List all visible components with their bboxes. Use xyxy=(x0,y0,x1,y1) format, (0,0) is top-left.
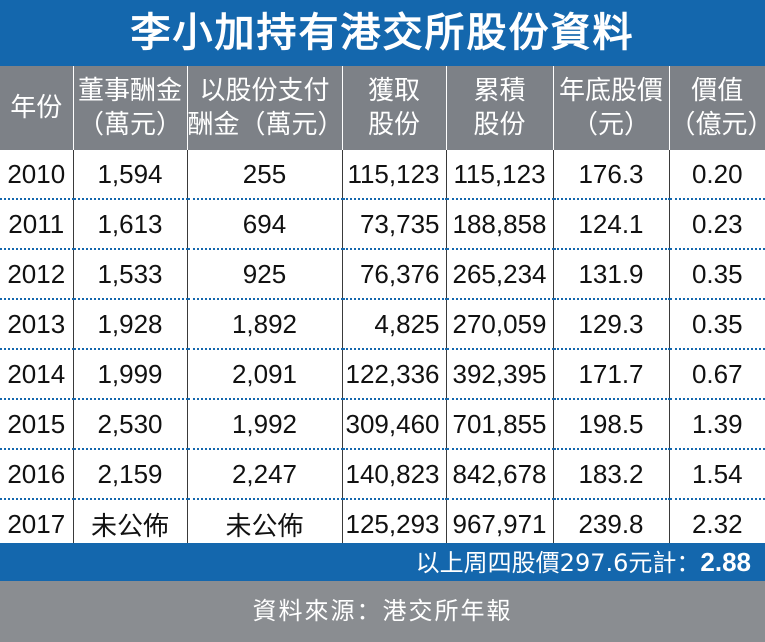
header-value: 價值 （億元） xyxy=(668,66,765,150)
header-year: 年份 xyxy=(0,66,73,150)
cell-year-end-price: 129.3 xyxy=(552,299,669,350)
cell-value: 0.67 xyxy=(668,349,765,400)
cell-share-based-pay: 255 xyxy=(186,150,342,200)
cell-year-end-price: 124.1 xyxy=(552,199,669,250)
table-row: 2013 1,928 1,892 4,825 270,059 129.3 0.3… xyxy=(0,299,765,350)
table-row: 2010 1,594 255 115,123 115,123 176.3 0.2… xyxy=(0,150,765,200)
header-shares-acquired: 獲取 股份 xyxy=(341,66,446,150)
cell-year: 2017 xyxy=(7,508,66,539)
cell-cumulative-shares: 967,971 xyxy=(445,499,553,548)
header-share-based-pay: 以股份支付 酬金（萬元） xyxy=(186,66,344,150)
cell-year: 2010 xyxy=(0,150,73,200)
cell-director-fee: 1,613 xyxy=(72,199,187,250)
cell-year: 2012 xyxy=(0,249,73,300)
data-table: 年份 董事酬金 （萬元） 以股份支付 酬金（萬元） 獲取 股份 累積 股份 年底… xyxy=(0,66,765,548)
cell-shares-acquired: 140,823 xyxy=(341,449,446,500)
cell-share-based-pay: 1,992 xyxy=(186,399,342,450)
header-cumulative-shares: 累積 股份 xyxy=(445,66,553,150)
cell-year: 2014 xyxy=(0,349,73,400)
cell-value: 0.35 xyxy=(668,249,765,300)
source-credit: 資料來源：港交所年報 xyxy=(0,581,765,642)
cell-year: 2011 xyxy=(0,199,73,250)
cell-share-based-pay: 694 xyxy=(186,199,342,250)
header-year-end-price: 年底股價 （元） xyxy=(552,66,669,150)
cell-value: 1.39 xyxy=(668,399,765,450)
table-header-row: 年份 董事酬金 （萬元） 以股份支付 酬金（萬元） 獲取 股份 累積 股份 年底… xyxy=(0,66,765,150)
page-title: 李小加持有港交所股份資料 xyxy=(0,0,765,66)
table-row: 2017 未公佈 未公佈 125,293 967,971 239.8 2.32 xyxy=(0,499,765,548)
table-row: 2016 2,159 2,247 140,823 842,678 183.2 1… xyxy=(0,449,765,500)
cell-director-fee: 未公佈 xyxy=(72,499,187,548)
cell-year-end-price: 171.7 xyxy=(552,349,669,400)
cell-shares-acquired: 122,336 xyxy=(341,349,446,400)
cell-shares-acquired: 115,123 xyxy=(341,150,446,200)
cell-value: 2.32 xyxy=(668,499,765,548)
cell-shares-acquired: 73,735 xyxy=(341,199,446,250)
cell-value: 0.23 xyxy=(668,199,765,250)
footer-note-text: 以上周四股價297.6元計： xyxy=(415,549,701,577)
cell-year-end-price: 198.5 xyxy=(552,399,669,450)
cell-value: 0.20 xyxy=(668,150,765,200)
cell-cumulative-shares: 701,855 xyxy=(445,399,553,450)
header-director-fee: 董事酬金 （萬元） xyxy=(72,66,187,150)
cell-director-fee: 1,999 xyxy=(72,349,187,400)
cell-year-end-price: 183.2 xyxy=(552,449,669,500)
cell-share-based-pay: 925 xyxy=(186,249,342,300)
cell-share-based-pay: 1,892 xyxy=(186,299,342,350)
table-row: 2015 2,530 1,992 309,460 701,855 198.5 1… xyxy=(0,399,765,450)
footer-note: 以上周四股價297.6元計：2.88 xyxy=(0,543,765,581)
cell-value: 1.54 xyxy=(668,449,765,500)
cell-year-end-price: 131.9 xyxy=(552,249,669,300)
cell-value: 0.35 xyxy=(668,299,765,350)
cell-shares-acquired: 76,376 xyxy=(341,249,446,300)
cell-cumulative-shares: 392,395 xyxy=(445,349,553,400)
table-row: 2012 1,533 925 76,376 265,234 131.9 0.35 xyxy=(0,249,765,300)
cell-director-fee: 1,928 xyxy=(72,299,187,350)
cell-director-fee: 1,533 xyxy=(72,249,187,300)
cell-cumulative-shares: 265,234 xyxy=(445,249,553,300)
footer-note-value: 2.88 xyxy=(700,547,751,577)
cell-cumulative-shares: 842,678 xyxy=(445,449,553,500)
cell-shares-acquired: 125,293 xyxy=(341,499,446,548)
cell-cumulative-shares: 115,123 xyxy=(445,150,553,200)
cell-cumulative-shares: 270,059 xyxy=(445,299,553,350)
cell-director-fee: 1,594 xyxy=(72,150,187,200)
cell-share-based-pay: 未公佈 xyxy=(186,499,342,548)
cell-shares-acquired: 309,460 xyxy=(341,399,446,450)
cell-shares-acquired: 4,825 xyxy=(341,299,446,350)
table-row: 2011 1,613 694 73,735 188,858 124.1 0.23 xyxy=(0,199,765,250)
cell-year-end-price: 239.8 xyxy=(552,499,669,548)
cell-year: 2013 xyxy=(0,299,73,350)
cell-share-based-pay: 2,091 xyxy=(186,349,342,400)
cell-cumulative-shares: 188,858 xyxy=(445,199,553,250)
cell-share-based-pay: 2,247 xyxy=(186,449,342,500)
cell-director-fee: 2,159 xyxy=(72,449,187,500)
cell-director-fee: 2,530 xyxy=(72,399,187,450)
cell-year: 2015 xyxy=(0,399,73,450)
cell-year-end-price: 176.3 xyxy=(552,150,669,200)
table-row: 2014 1,999 2,091 122,336 392,395 171.7 0… xyxy=(0,349,765,400)
cell-year: 2016 xyxy=(0,449,73,500)
